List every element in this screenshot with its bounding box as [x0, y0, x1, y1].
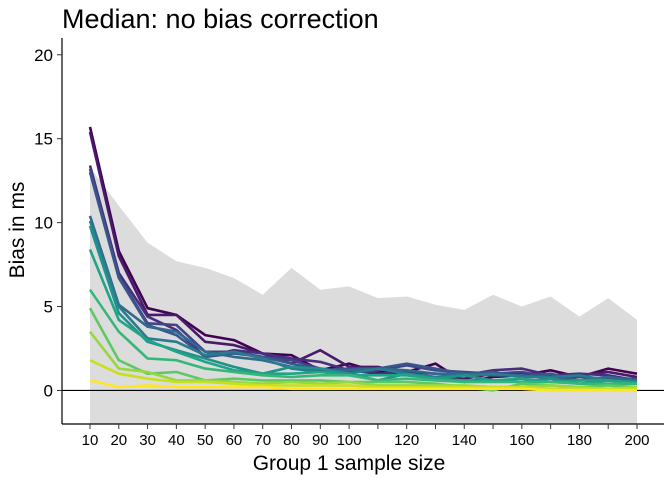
y-tick-label: 0 — [44, 381, 53, 400]
plot-area: 0 5 10 15 20 10 20 30 40 50 60 70 80 90 100 120 140 160 18… — [34, 38, 664, 449]
chart-title: Median: no bias correction — [62, 4, 379, 34]
x-tick-label: 140 — [452, 432, 477, 449]
series-line-10 — [88, 288, 637, 386]
x-tick-label: 50 — [197, 432, 214, 449]
x-tick-label: 40 — [168, 432, 185, 449]
bias-band — [90, 167, 637, 424]
series-line-12 — [88, 330, 638, 391]
x-tick-label: 180 — [567, 432, 592, 449]
x-tick-label: 30 — [139, 432, 156, 449]
x-tick-label: 20 — [110, 432, 127, 449]
x-tick-label: 70 — [254, 432, 271, 449]
x-tick-label: 200 — [624, 432, 649, 449]
y-tick-label: 15 — [34, 130, 53, 149]
x-tick-label: 90 — [312, 432, 329, 449]
series-line-13 — [89, 359, 637, 391]
x-tick-label: 120 — [394, 432, 419, 449]
y-tick-label: 10 — [34, 214, 53, 233]
x-tick-label: 10 — [82, 432, 99, 449]
x-axis-label: Group 1 sample size — [253, 452, 446, 475]
x-tick-label: 160 — [509, 432, 534, 449]
y-tick-label: 20 — [34, 46, 53, 65]
x-tick-label: 100 — [337, 432, 362, 449]
x-tick-label: 60 — [226, 432, 243, 449]
y-axis-label: Bias in ms — [6, 182, 29, 279]
series-line-7 — [88, 220, 638, 384]
series-line-14 — [89, 379, 637, 392]
x-tick-label: 80 — [283, 432, 300, 449]
y-tick-label: 5 — [44, 298, 53, 317]
